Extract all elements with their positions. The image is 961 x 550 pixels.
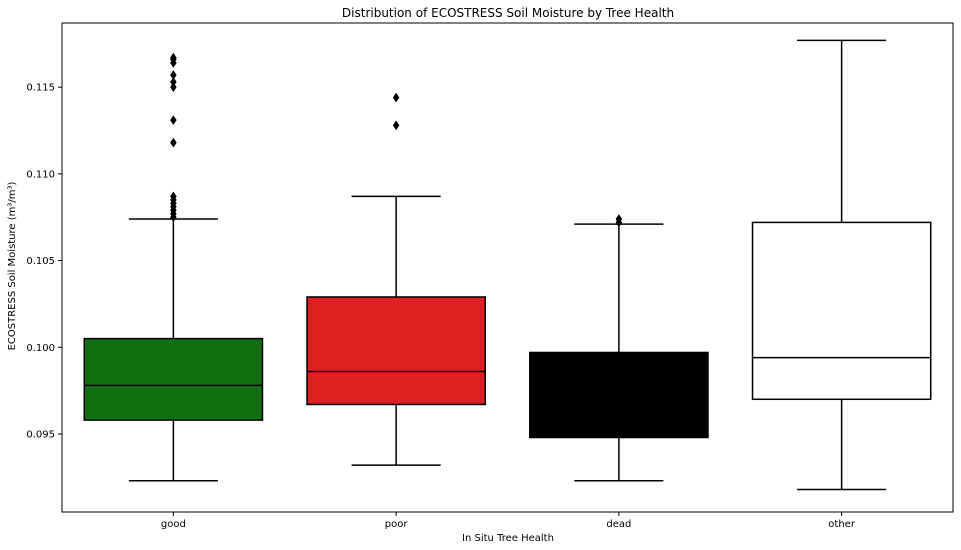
- outlier-point: [170, 82, 177, 93]
- box-dead: [529, 351, 709, 439]
- outlier-point: [170, 115, 177, 126]
- x-tick-label: other: [828, 519, 856, 530]
- y-tick-label: 0.110: [26, 169, 55, 180]
- box-good: [83, 337, 264, 421]
- x-tick-label: good: [161, 519, 186, 530]
- x-tick-label: dead: [606, 519, 631, 530]
- outlier-point: [170, 52, 177, 63]
- x-axis-title: In Situ Tree Health: [462, 533, 554, 544]
- outlier-point: [392, 120, 400, 131]
- y-tick-label: 0.105: [26, 256, 55, 267]
- box-other: [751, 221, 932, 401]
- plot-frame: [61, 22, 954, 513]
- x-tick-label: poor: [385, 519, 409, 530]
- chart-title: Distribution of ECOSTRESS Soil Moisture …: [342, 6, 674, 20]
- plot-area: 0.095 0.100 0.105 0.110 0.115 good poor dead oth…: [26, 22, 954, 530]
- outlier-point: [392, 92, 400, 103]
- y-tick-label: 0.100: [26, 343, 55, 354]
- y-tick-label: 0.095: [26, 429, 55, 440]
- y-axis-title: ECOSTRESS Soil Moisture (m³/m³): [7, 181, 18, 350]
- outlier-point: [170, 137, 177, 148]
- outlier-point: [170, 77, 177, 87]
- outlier-point: [170, 70, 177, 80]
- y-tick-label: 0.115: [26, 83, 55, 94]
- box-poor: [306, 296, 486, 406]
- outlier-point: [170, 191, 177, 202]
- outlier-point: [615, 213, 623, 224]
